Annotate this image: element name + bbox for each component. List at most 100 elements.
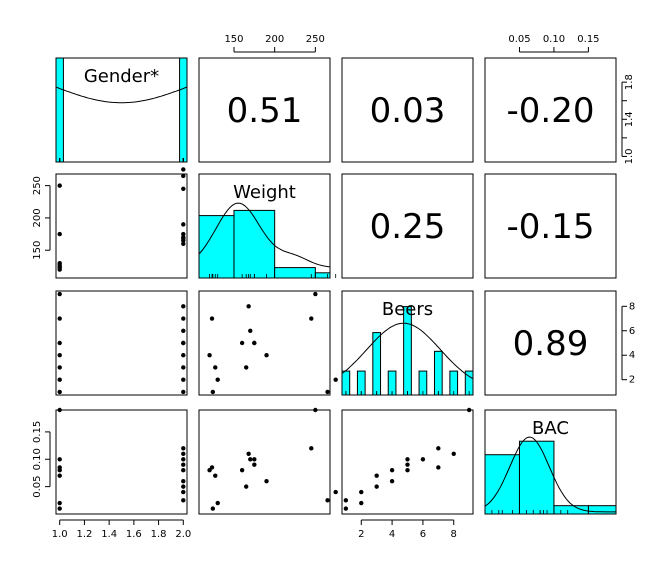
scatter-point xyxy=(248,457,253,462)
scatter-point xyxy=(405,462,410,467)
scatter-point xyxy=(181,489,186,495)
correlation-value-0-3: -0.20 xyxy=(507,91,595,131)
scatter-point xyxy=(252,457,257,462)
scatter-point xyxy=(325,498,330,503)
top-tick-label: 0.05 xyxy=(508,34,530,45)
variable-label-BAC: BAC xyxy=(532,418,569,439)
right-tick-label: 1.4 xyxy=(624,111,635,127)
histogram-bar xyxy=(433,350,443,396)
scatter-point xyxy=(389,468,395,473)
scatter-point xyxy=(181,340,186,346)
scatter-point xyxy=(181,468,186,473)
top-tick-label: 200 xyxy=(265,34,284,45)
scatter-point xyxy=(333,377,338,382)
scatter-point xyxy=(213,473,218,478)
scatter-point xyxy=(252,340,257,346)
scatter-point xyxy=(207,353,212,358)
scatter-point xyxy=(246,451,251,456)
scatter-point xyxy=(57,457,62,462)
x-tick-label: 6 xyxy=(420,529,426,540)
top-tick-label: 0.15 xyxy=(577,34,599,45)
scatter-point xyxy=(181,478,186,484)
scatter-point xyxy=(181,222,186,227)
left-tick-label: 0.10 xyxy=(32,448,43,470)
left-tick-label: 0.05 xyxy=(32,475,43,497)
left-tick-label: 150 xyxy=(32,241,43,260)
variable-label-Weight: Weight xyxy=(233,182,296,203)
scatter-panel-Weight-vs-BAC xyxy=(207,407,338,511)
histogram-Gender xyxy=(55,57,188,163)
scatter-point xyxy=(209,465,215,470)
scatter-point xyxy=(181,446,186,451)
correlation-value-0-2: 0.03 xyxy=(370,91,446,131)
scatter-point xyxy=(333,489,338,495)
scatter-point xyxy=(359,500,364,506)
scatter-point xyxy=(436,446,441,451)
histogram-bar xyxy=(233,209,276,279)
right-tick-label: 4 xyxy=(629,350,635,361)
scatter-point xyxy=(215,500,220,506)
scatter-point xyxy=(181,186,186,192)
scatter-point xyxy=(210,389,216,395)
correlation-value-1-3: -0.15 xyxy=(507,207,595,247)
x-tick-label: 8 xyxy=(451,529,457,540)
scatter-point xyxy=(313,291,318,297)
scatter-point xyxy=(181,389,186,395)
top-tick-label: 150 xyxy=(224,34,243,45)
scatter-point xyxy=(181,353,186,358)
panel-frame-0-2 xyxy=(341,57,474,163)
scatter-point xyxy=(181,328,186,333)
scatter-point xyxy=(405,457,410,462)
panel-frame-3-1 xyxy=(198,409,331,515)
scatter-point xyxy=(181,241,186,246)
histogram-bar xyxy=(55,57,64,163)
right-tick-label: 1.0 xyxy=(624,148,635,164)
histogram-bar xyxy=(518,440,555,515)
scatter-point xyxy=(420,457,426,462)
scatter-point xyxy=(57,389,62,395)
scatter-point xyxy=(57,473,62,478)
scatter-point xyxy=(313,407,318,413)
scatter-point xyxy=(343,506,349,511)
scatter-point xyxy=(215,377,220,382)
top-tick-label: 0.10 xyxy=(543,34,565,45)
panel-frame-1-3 xyxy=(484,173,617,279)
histogram-bar xyxy=(587,505,617,515)
scatter-point xyxy=(181,231,186,237)
panel-frame-1-2 xyxy=(341,173,474,279)
scatter-point xyxy=(343,498,349,503)
scatter-point xyxy=(239,340,245,346)
scatter-point xyxy=(57,365,62,370)
panel-frame-1-0 xyxy=(55,173,188,279)
scatter-panel-Gender-vs-Beers xyxy=(57,291,186,395)
scatter-point xyxy=(57,407,62,413)
histogram-Weight xyxy=(198,209,337,279)
x-tick-label: 2 xyxy=(358,529,364,540)
scatter-point xyxy=(57,316,62,321)
left-tick-label: 200 xyxy=(32,208,43,227)
right-tick-label: 1.8 xyxy=(624,74,635,90)
x-tick-label: 1.8 xyxy=(151,529,167,540)
panel-frame-2-1 xyxy=(198,290,331,396)
scatter-panel-Beers-vs-BAC xyxy=(343,407,472,511)
scatter-panel-Gender-vs-Weight xyxy=(57,167,186,272)
scatter-point xyxy=(436,465,441,470)
scatter-point xyxy=(374,473,379,478)
scatter-point xyxy=(57,465,62,470)
panel-frame-3-2 xyxy=(341,409,474,515)
scatter-point xyxy=(374,484,379,489)
panel-frame-2-0 xyxy=(55,290,188,396)
scatter-point xyxy=(181,377,186,382)
scatter-point xyxy=(209,316,215,321)
histogram-Beers xyxy=(341,306,474,396)
scatter-point xyxy=(325,389,330,395)
variable-label-Beers: Beers xyxy=(382,299,433,320)
scatter-point xyxy=(57,500,62,506)
x-tick-label: 4 xyxy=(389,529,395,540)
scatter-point xyxy=(181,173,186,179)
scatter-point xyxy=(57,265,62,270)
scatter-point xyxy=(181,304,186,309)
histogram-BAC xyxy=(484,440,617,515)
scatter-point xyxy=(466,407,472,413)
